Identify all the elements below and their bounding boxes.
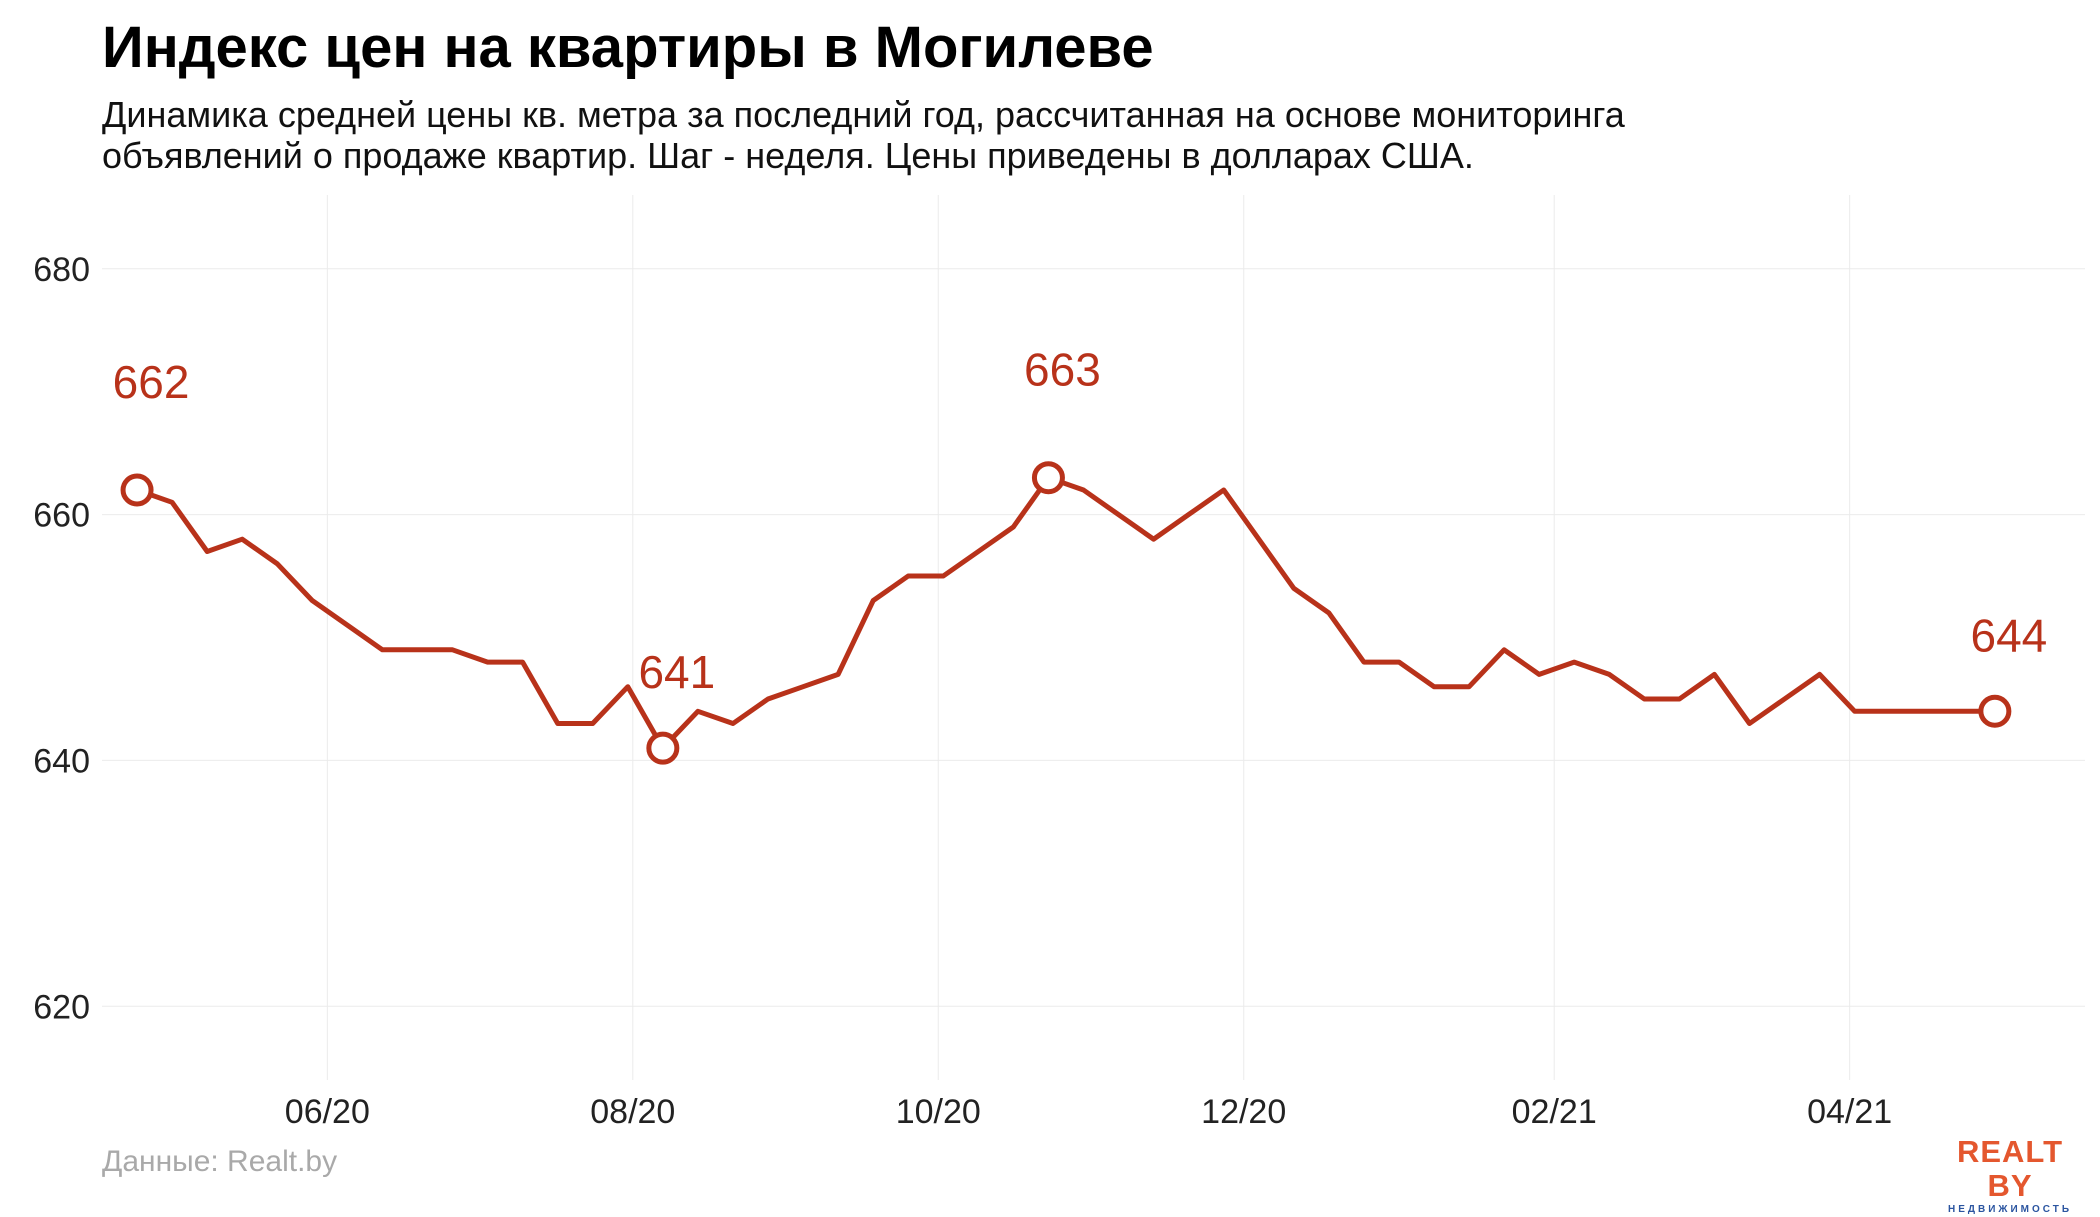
highlight-marker: [1978, 694, 2012, 728]
source-note: Данные: Realt.by: [102, 1145, 338, 1178]
logo-subtext: НЕДВИЖИМОСТЬ: [1947, 1204, 2073, 1215]
realt-by-logo: REALT BY НЕДВИЖИМОСТЬ: [1935, 1135, 2085, 1216]
y-axis-labels: 620 640 660 680: [33, 251, 90, 1027]
annotation-group: 662 641 663 644: [113, 344, 2047, 765]
highlight-marker: [1031, 461, 1065, 495]
y-tick-label: 660: [33, 497, 90, 535]
y-tick-label: 680: [33, 251, 90, 289]
chart-title: Индекс цен на квартиры в Могилеве: [102, 15, 1154, 80]
series-line: [134, 475, 1998, 751]
series-line-group: [134, 475, 1998, 751]
highlight-marker: [120, 473, 154, 507]
x-tick-label: 08/20: [590, 1093, 675, 1131]
x-axis-labels: 06/20 08/20 10/20 12/20 02/21 04/21: [285, 1093, 1892, 1131]
x-tick-label: 04/21: [1807, 1093, 1892, 1131]
logo-text: REALT BY: [1956, 1134, 2064, 1203]
x-tick-label: 12/20: [1201, 1093, 1286, 1131]
y-tick-label: 640: [33, 742, 90, 780]
x-tick-label: 02/21: [1512, 1093, 1597, 1131]
chart-subtitle: Динамика средней цены кв. метра за после…: [102, 94, 1625, 176]
x-tick-label: 06/20: [285, 1093, 370, 1131]
data-label: 663: [1024, 344, 1101, 396]
y-tick-label: 620: [33, 988, 90, 1026]
x-tick-label: 10/20: [896, 1093, 981, 1131]
highlight-marker: [646, 731, 680, 765]
data-label: 662: [113, 356, 190, 408]
grid-lines: [102, 195, 2085, 1080]
data-label: 644: [1970, 609, 2047, 661]
data-label: 641: [638, 646, 715, 698]
